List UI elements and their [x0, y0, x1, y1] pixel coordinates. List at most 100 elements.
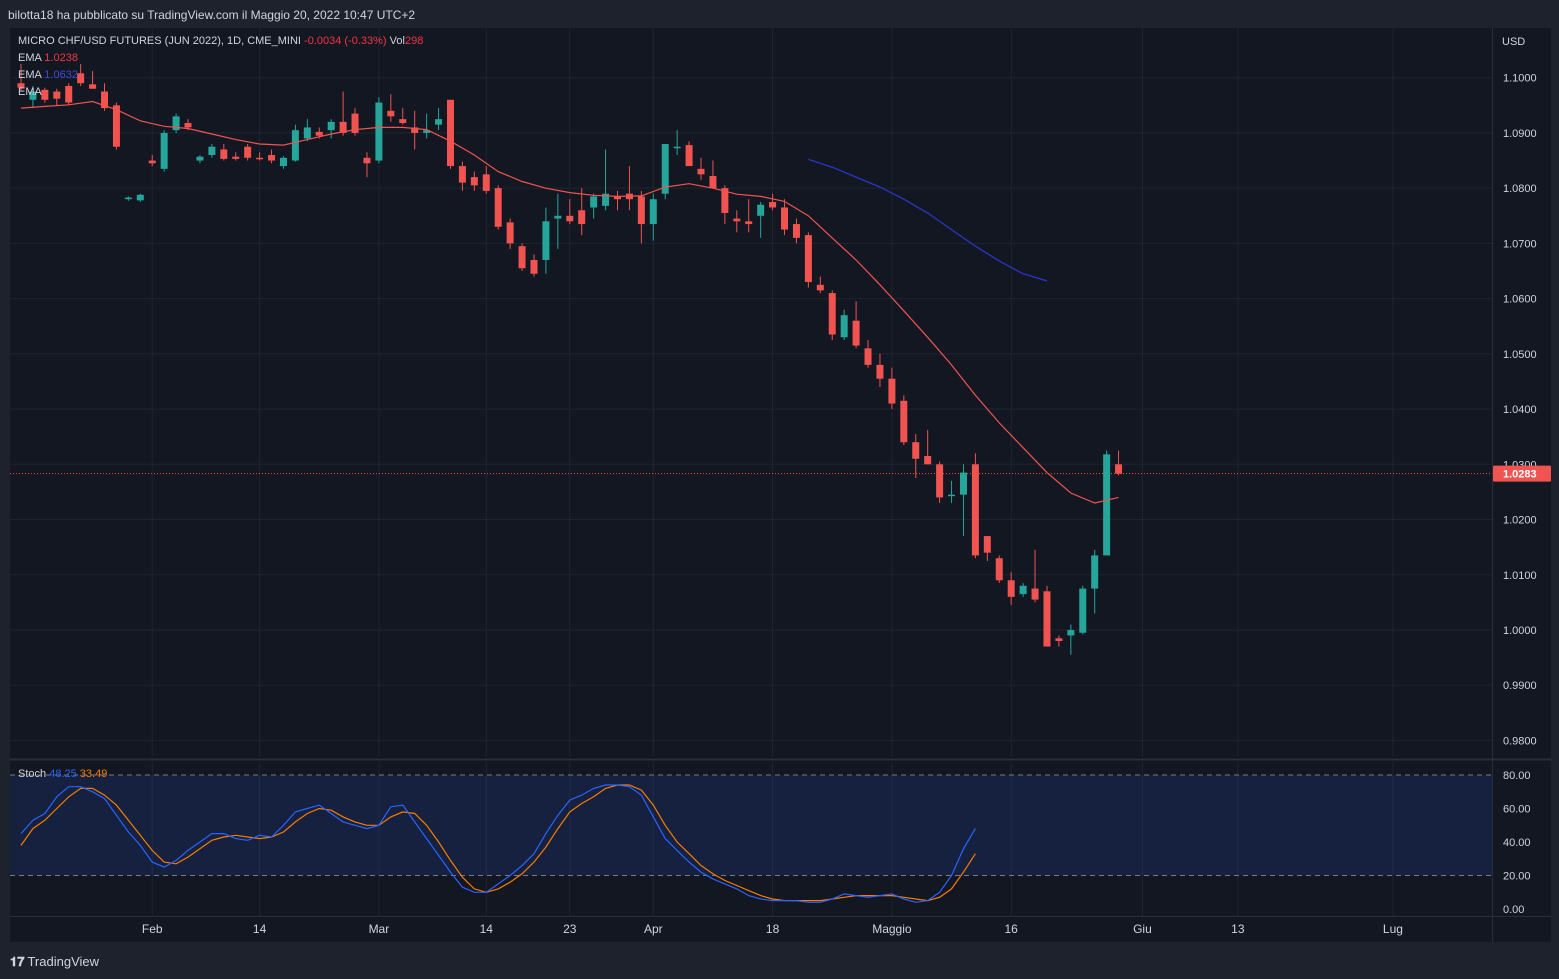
- price-tick-label: 1.0000: [1503, 625, 1537, 637]
- price-tick-label: 1.0500: [1503, 349, 1537, 361]
- candle-body: [828, 293, 836, 335]
- price-tick-label: 1.0600: [1503, 294, 1537, 306]
- candle-body: [339, 121, 347, 133]
- candle-body: [840, 315, 848, 338]
- candle-body: [1055, 638, 1063, 642]
- stoch-label: Stoch: [18, 768, 47, 780]
- time-tick-label: Feb: [142, 922, 163, 936]
- price-change: -0.0034 (-0.33%): [304, 35, 387, 47]
- candle-body: [160, 132, 168, 169]
- candle-body: [506, 222, 514, 244]
- time-tick-label: Giu: [1133, 922, 1152, 936]
- candle-body: [1007, 580, 1015, 597]
- candle-body: [649, 199, 657, 225]
- tv-logo-icon: 𝟏𝟕: [10, 954, 25, 969]
- candle-body: [792, 224, 800, 238]
- chart-area[interactable]: [10, 28, 1551, 942]
- publish-text: bilotta18 ha pubblicato su TradingView.c…: [8, 8, 416, 22]
- candle-body: [399, 119, 407, 123]
- tv-logo-text: TradingView: [27, 954, 100, 969]
- stoch-tick-label: 80.00: [1503, 770, 1531, 782]
- candle-body: [268, 155, 276, 161]
- candle-body: [757, 204, 765, 216]
- legend-stoch-row[interactable]: Stoch 48.25 33.49: [18, 768, 107, 780]
- time-tick-label: Lug: [1383, 922, 1403, 936]
- candle-body: [924, 456, 932, 465]
- price-tick-label: 1.0800: [1503, 183, 1537, 195]
- time-tick-label: Mar: [369, 922, 390, 936]
- candle-body: [1103, 454, 1111, 556]
- candle-body: [745, 221, 753, 225]
- tradingview-logo[interactable]: 𝟏𝟕 TradingView: [10, 954, 99, 970]
- candle-body: [816, 284, 824, 291]
- candle-body: [65, 85, 73, 103]
- price-tick-label: 1.0400: [1503, 404, 1537, 416]
- candle-body: [1091, 555, 1099, 589]
- stoch-tick-label: 40.00: [1503, 837, 1531, 849]
- price-tick-label: 1.0200: [1503, 515, 1537, 527]
- ema1-label: EMA: [18, 52, 42, 64]
- candle-body: [256, 157, 264, 160]
- candle-body: [709, 176, 717, 189]
- time-tick-label: Maggio: [872, 922, 912, 936]
- candle-body: [112, 105, 120, 147]
- candle-body: [494, 188, 502, 227]
- candle-body: [542, 221, 550, 260]
- candle-body: [482, 174, 490, 191]
- last-price-tag: [1493, 465, 1551, 482]
- candle-body: [1031, 588, 1039, 600]
- candle-body: [41, 89, 49, 100]
- candle-body: [220, 149, 228, 159]
- candle-body: [124, 197, 132, 200]
- stoch-tick-label: 60.00: [1503, 804, 1531, 816]
- price-tick-label: 1.1000: [1503, 73, 1537, 85]
- candle-body: [136, 194, 144, 201]
- candle-body: [89, 84, 97, 89]
- candle-body: [351, 113, 359, 133]
- stoch-tick-label: 0.00: [1503, 904, 1524, 916]
- candle-body: [900, 400, 908, 443]
- candle-body: [411, 127, 419, 133]
- candle-body: [53, 91, 61, 99]
- candle-body: [172, 116, 180, 131]
- stoch-k-value: 48.25: [49, 768, 77, 780]
- candle-body: [888, 378, 896, 404]
- bottom-bar: [0, 942, 1559, 979]
- candle-body: [77, 73, 85, 84]
- candle-body: [733, 218, 741, 222]
- legend-ema1-row[interactable]: EMA 1.0238: [18, 52, 78, 64]
- candle-body: [101, 91, 109, 109]
- stoch-d-value: 33.49: [79, 768, 108, 780]
- candle-body: [1079, 588, 1087, 633]
- price-tick-label: 1.0100: [1503, 570, 1537, 582]
- legend-ema2-row[interactable]: EMA 1.0632: [18, 69, 78, 81]
- time-tick-label: 23: [563, 922, 577, 936]
- top-bar: bilotta18 ha pubblicato su TradingView.c…: [0, 0, 1559, 28]
- candle-body: [208, 146, 216, 156]
- volume-value: 298: [404, 35, 424, 47]
- candle-body: [363, 157, 371, 164]
- symbol-name[interactable]: MICRO CHF/USD FUTURES (JUN 2022), 1D, CM…: [18, 35, 301, 47]
- candle-body: [983, 536, 991, 553]
- candle-body: [1043, 591, 1051, 647]
- legend-ema3-row[interactable]: EMA: [18, 86, 42, 98]
- candle-body: [530, 259, 538, 274]
- ema1-value: 1.0238: [44, 52, 78, 64]
- time-tick-label: Apr: [644, 922, 663, 936]
- candle-body: [781, 207, 789, 230]
- ema2-value: 1.0632: [44, 69, 78, 81]
- time-tick-label: 14: [253, 922, 267, 936]
- candle-body: [303, 127, 311, 139]
- candle-body: [614, 196, 621, 200]
- candle-body: [1067, 629, 1075, 636]
- price-tick-label: 1.0700: [1503, 238, 1537, 250]
- candle-body: [327, 121, 335, 131]
- price-tick-label: 0.9900: [1503, 680, 1537, 692]
- candle-body: [291, 130, 299, 161]
- candles-group: [17, 63, 1123, 655]
- candle-body: [876, 364, 884, 379]
- candle-body: [29, 91, 37, 100]
- candle-body: [470, 177, 478, 186]
- candle-body: [279, 157, 287, 167]
